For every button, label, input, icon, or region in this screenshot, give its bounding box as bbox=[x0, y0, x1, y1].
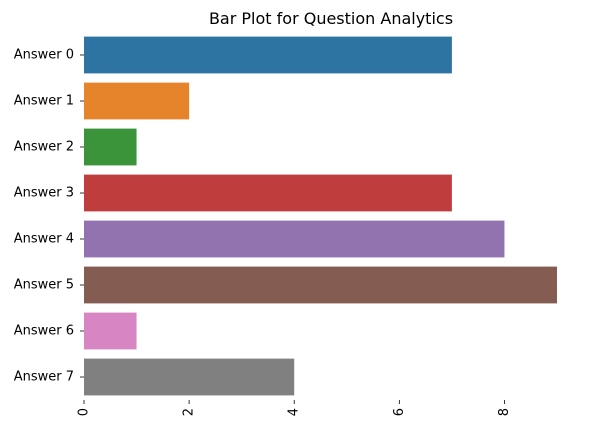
y-tick-label: Answer 6 bbox=[14, 324, 74, 339]
y-tick-label: Answer 7 bbox=[14, 370, 74, 385]
x-tick-label: 6 bbox=[392, 408, 407, 416]
y-tick-label: Answer 1 bbox=[14, 94, 74, 109]
bar-answer-6 bbox=[84, 312, 137, 350]
bar-answer-7 bbox=[84, 358, 295, 396]
y-tick-label: Answer 3 bbox=[14, 186, 74, 201]
chart-title: Bar Plot for Question Analytics bbox=[209, 9, 453, 28]
y-tick-label: Answer 2 bbox=[14, 140, 74, 155]
bar-answer-1 bbox=[84, 82, 190, 120]
x-axis-tick-labels: 0 2 4 6 8 bbox=[77, 400, 512, 416]
y-tick-label: Answer 5 bbox=[14, 278, 74, 293]
bar-answer-3 bbox=[84, 174, 452, 212]
bar-answer-2 bbox=[84, 128, 137, 166]
x-tick-label: 4 bbox=[287, 408, 302, 416]
bar-answer-4 bbox=[84, 220, 505, 258]
y-tick-label: Answer 0 bbox=[14, 48, 74, 63]
y-axis-tick-labels: Answer 0 Answer 1 Answer 2 Answer 3 Answer 4… bbox=[14, 48, 84, 385]
bar-answer-5 bbox=[84, 266, 557, 304]
bar-answer-0 bbox=[84, 36, 452, 74]
x-tick-label: 0 bbox=[77, 408, 92, 416]
x-tick-label: 8 bbox=[497, 408, 512, 416]
x-tick-label: 2 bbox=[182, 408, 197, 416]
y-tick-label: Answer 4 bbox=[14, 232, 74, 247]
bars-group bbox=[84, 36, 557, 396]
